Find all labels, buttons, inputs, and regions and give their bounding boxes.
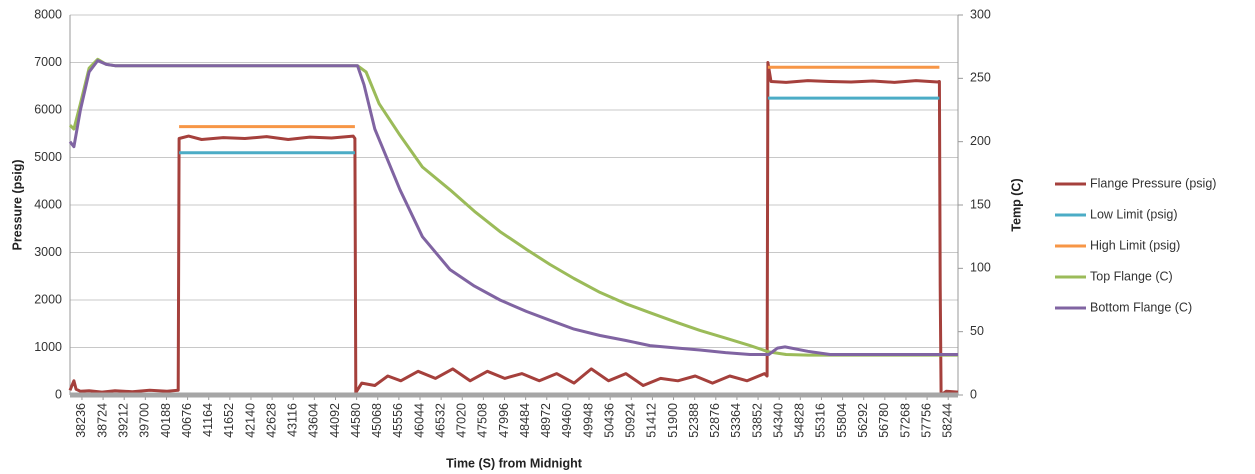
y-tick-label: 2000: [34, 292, 62, 306]
y2-tick-label: 300: [970, 7, 991, 21]
x-tick-label: 56780: [877, 403, 891, 438]
legend-label: Flange Pressure (psig): [1090, 176, 1216, 190]
x-tick-label: 47508: [476, 403, 490, 438]
y-tick-label: 7000: [34, 55, 62, 69]
x-tick-label: 51900: [666, 403, 680, 438]
y2-tick-label: 100: [970, 261, 991, 275]
x-tick-label: 40676: [180, 403, 194, 438]
y-tick-label: 5000: [34, 150, 62, 164]
x-tick-label: 50924: [624, 403, 638, 438]
y-tick-label: 6000: [34, 102, 62, 116]
x-tick-label: 52388: [687, 403, 701, 438]
x-tick-label: 47996: [497, 403, 511, 438]
x-tick-label: 58244: [941, 403, 955, 438]
y2-tick-label: 50: [970, 324, 984, 338]
x-tick-label: 45556: [391, 403, 405, 438]
x-tick-label: 56292: [856, 403, 870, 438]
x-tick-label: 38724: [95, 403, 109, 438]
x-axis-title: Time (S) from Midnight: [446, 456, 583, 470]
x-tick-label: 40188: [159, 403, 173, 438]
x-tick-label: 44092: [328, 403, 342, 438]
legend-label: Bottom Flange (C): [1090, 300, 1192, 314]
series-line: [68, 61, 959, 397]
series-line: [68, 59, 958, 356]
x-tick-label: 46532: [433, 403, 447, 438]
y-tick-label: 0: [55, 387, 62, 401]
x-tick-label: 39700: [138, 403, 152, 438]
x-tick-label: 41164: [201, 403, 215, 437]
x-tick-label: 46044: [412, 403, 426, 438]
x-tick-label: 49460: [560, 403, 574, 438]
x-tick-label: 45068: [370, 403, 384, 438]
x-tick-label: 57756: [919, 403, 933, 438]
y-axis-title: Pressure (psig): [10, 159, 24, 250]
x-tick-label: 44580: [349, 403, 363, 438]
x-tick-label: 54828: [793, 403, 807, 438]
x-tick-label: 49948: [581, 403, 595, 438]
legend-label: High Limit (psig): [1090, 238, 1180, 252]
x-tick-label: 41652: [222, 403, 236, 438]
y2-tick-label: 150: [970, 197, 991, 211]
x-tick-label: 55804: [835, 403, 849, 438]
x-tick-label: 42140: [243, 403, 257, 438]
x-tick-label: 38236: [74, 403, 88, 438]
y2-tick-label: 200: [970, 134, 991, 148]
x-tick-label: 42628: [264, 403, 278, 438]
y-tick-label: 4000: [34, 197, 62, 211]
series-line: [179, 96, 940, 155]
y-tick-label: 3000: [34, 245, 62, 259]
x-tick-label: 52876: [708, 403, 722, 438]
x-tick-label: 54340: [771, 403, 785, 438]
x-tick-label: 48484: [518, 403, 532, 438]
x-tick-label: 39212: [117, 403, 131, 438]
y2-tick-label: 250: [970, 71, 991, 85]
x-tick-label: 53364: [729, 403, 743, 438]
x-tick-label: 48972: [539, 403, 553, 438]
x-tick-label: 50436: [602, 403, 616, 438]
x-tick-label: 43604: [307, 403, 321, 438]
series-line: [68, 57, 958, 357]
x-tick-label: 53852: [750, 403, 764, 438]
legend-label: Low Limit (psig): [1090, 207, 1178, 221]
legend-label: Top Flange (C): [1090, 269, 1173, 283]
x-tick-label: 47020: [455, 403, 469, 438]
series-line: [179, 65, 940, 129]
x-tick-label: 55316: [814, 403, 828, 438]
x-tick-label: 43116: [286, 403, 300, 437]
y2-axis-title: Temp (C): [1009, 178, 1023, 231]
y-tick-label: 8000: [34, 7, 62, 21]
y2-tick-label: 0: [970, 387, 977, 401]
x-tick-label: 57268: [898, 403, 912, 438]
x-tick-label: 51412: [645, 403, 659, 438]
y-tick-label: 1000: [34, 340, 62, 354]
